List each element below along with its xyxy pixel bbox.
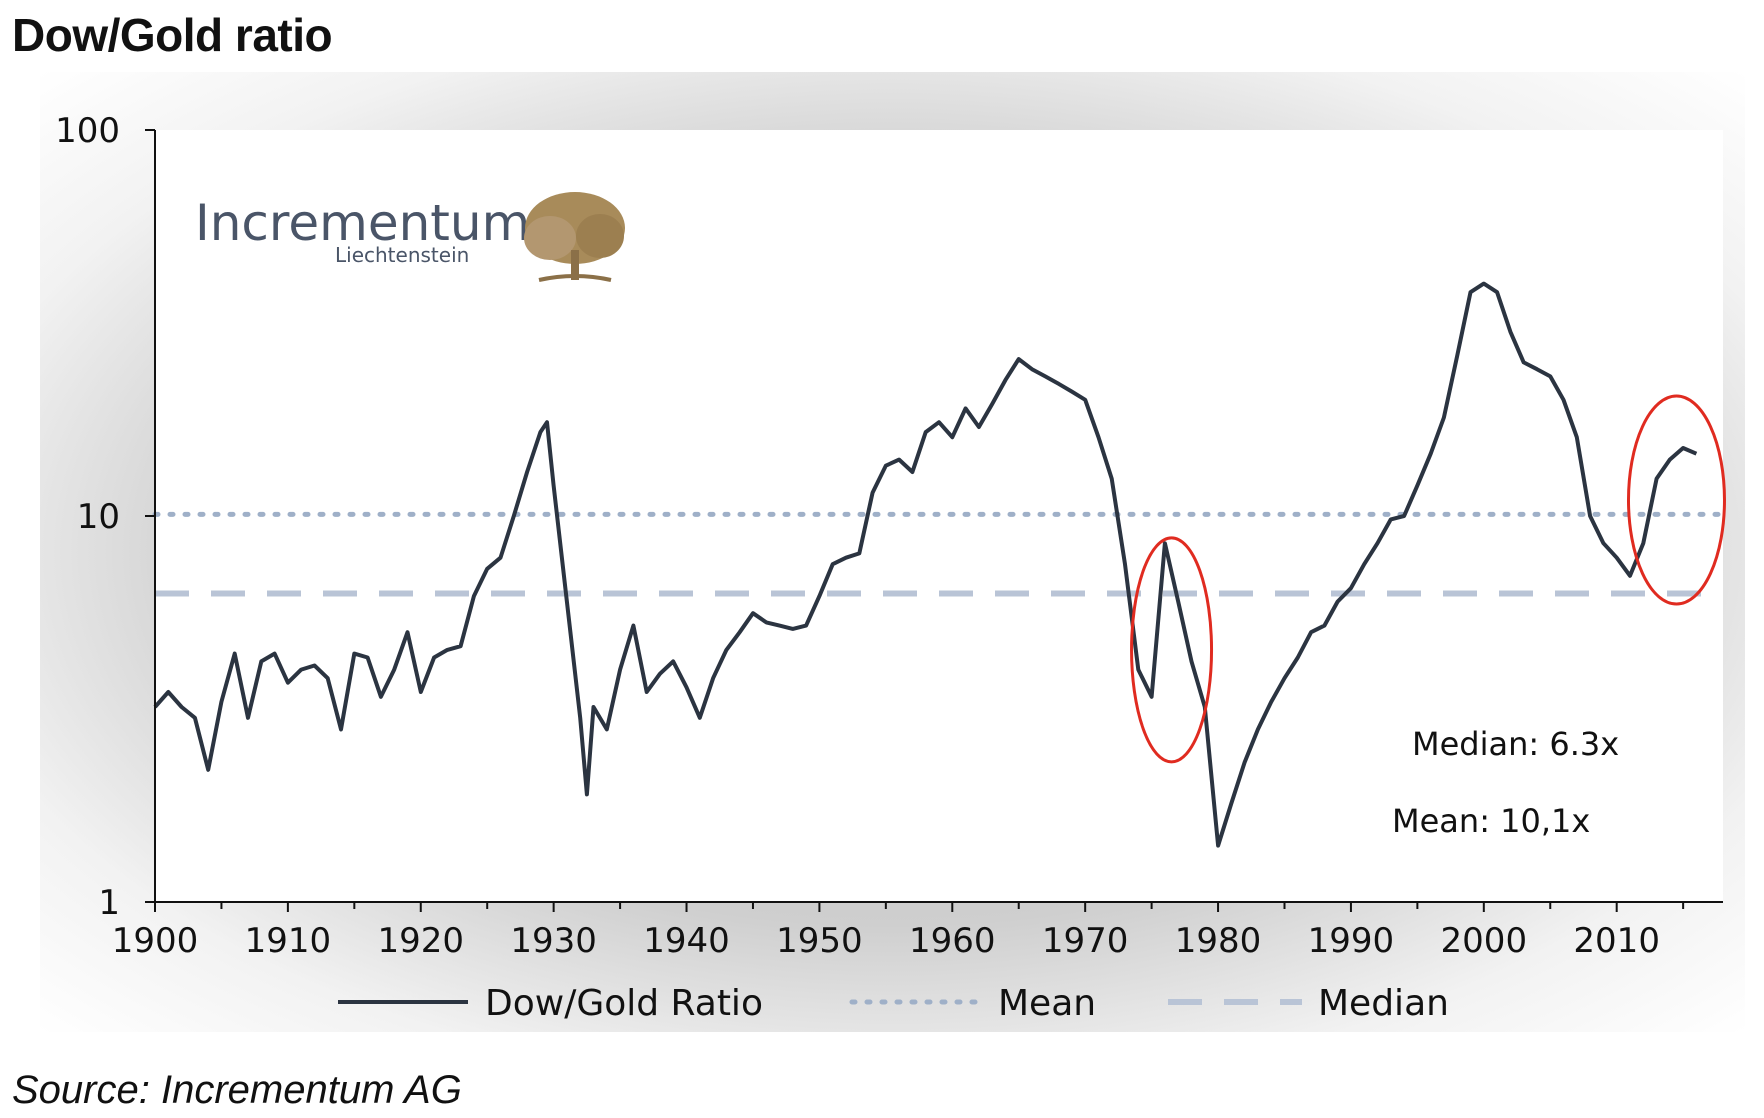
x-tick-label: 1930 — [510, 921, 597, 961]
mean-annotation: Mean: 10,1x — [1392, 802, 1590, 840]
legend-label-mean: Mean — [998, 983, 1096, 1024]
y-axis: 1 10 100 — [55, 111, 155, 923]
legend-label-series: Dow/Gold Ratio — [485, 983, 763, 1024]
x-tick-label: 1960 — [909, 921, 996, 961]
x-tick-label: 1940 — [643, 921, 730, 961]
y-tick-label: 100 — [55, 111, 120, 151]
y-tick-label: 10 — [77, 497, 120, 537]
legend: Dow/Gold Ratio Mean Median — [338, 983, 1449, 1024]
x-tick-label: 1980 — [1175, 921, 1262, 961]
median-annotation: Median: 6.3x — [1412, 725, 1619, 763]
x-tick-label: 1990 — [1308, 921, 1395, 961]
x-tick-label: 1900 — [112, 921, 199, 961]
y-tick-label: 1 — [98, 883, 120, 923]
x-tick-label: 1950 — [776, 921, 863, 961]
logo-subtitle: Liechtenstein — [335, 243, 469, 267]
x-tick-label: 1920 — [377, 921, 464, 961]
x-tick-label: 2010 — [1573, 921, 1660, 961]
x-tick-label: 1910 — [245, 921, 332, 961]
source-note: Source: Incrementum AG — [12, 1068, 462, 1113]
x-tick-label: 2000 — [1441, 921, 1528, 961]
legend-label-median: Median — [1318, 983, 1449, 1024]
x-tick-label: 1970 — [1042, 921, 1129, 961]
x-axis: 1900 1910 1920 1930 1940 1950 1960 1970 1980 1990… — [112, 902, 1723, 961]
